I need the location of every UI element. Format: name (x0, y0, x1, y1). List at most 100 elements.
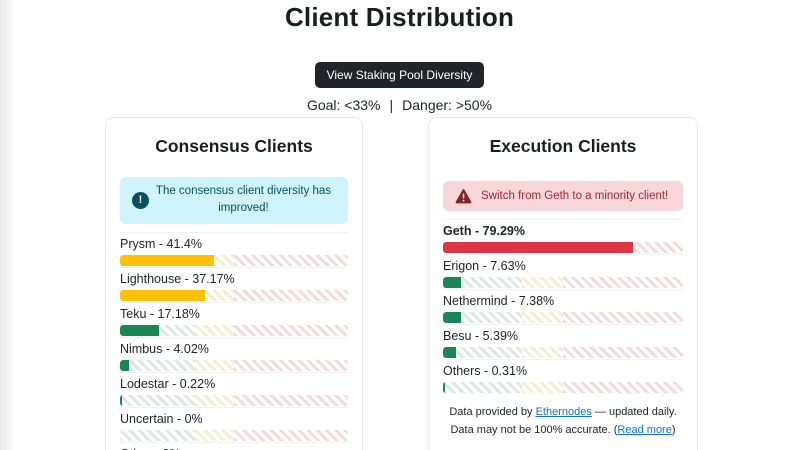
page-header: Client Distribution View Staking Pool Di… (0, 0, 799, 113)
client-progress-fill (443, 312, 461, 323)
client-row: Erigon - 7.63% (443, 254, 683, 289)
client-label: Nethermind - 7.38% (443, 294, 555, 308)
client-progress-bar (443, 242, 683, 253)
client-row: Nimbus - 4.02% (120, 336, 348, 372)
client-progress-bar (120, 359, 348, 371)
client-progress-fill (120, 394, 122, 406)
danger-text: Danger: >50% (402, 97, 493, 113)
danger-zone (234, 429, 348, 441)
client-progress-bar (443, 277, 683, 288)
goal-zone (120, 394, 196, 406)
client-label: Nimbus - 4.02% (120, 341, 209, 356)
ethernodes-link[interactable]: Ethernodes (535, 406, 592, 418)
goal-zone (443, 312, 523, 323)
page-title: Client Distribution (284, 2, 515, 32)
client-progress-bar (443, 347, 683, 358)
client-label: Prysm - 41.4% (120, 236, 202, 251)
client-label: Other - 0% (120, 447, 348, 450)
danger-zone (563, 347, 683, 358)
read-more-link[interactable]: Read more (617, 424, 672, 437)
data-source-note: Data provided by Ethernodes — updated da… (443, 403, 683, 439)
client-row: Lodestar - 0.22% (120, 371, 348, 407)
client-progress-bar (120, 394, 348, 406)
client-label: Geth - 79.29% (443, 224, 525, 238)
warning-zone (195, 359, 234, 371)
client-row: Geth - 79.29% (443, 219, 683, 254)
warning-zone (522, 277, 563, 288)
client-row: Prysm - 41.4% (120, 231, 348, 267)
goal-zone (120, 429, 196, 441)
client-progress-bar (120, 289, 348, 301)
warning-zone (195, 429, 234, 441)
danger-zone (563, 382, 683, 393)
goal-text: Goal: <33% (306, 97, 381, 113)
client-progress-fill (443, 347, 456, 358)
footer-line-1: Data provided by Ethernodes — updated da… (443, 403, 683, 421)
danger-zone (563, 312, 683, 323)
warning-zone (195, 254, 234, 266)
client-progress-fill (120, 254, 215, 266)
client-progress-bar (443, 312, 683, 323)
goal-zone (443, 382, 523, 393)
execution-clients-list: Geth - 79.29% Erigon - 7.63% Nethermind … (443, 219, 683, 394)
consensus-card-heading: Consensus Clients (155, 136, 313, 156)
client-label: Uncertain - 0% (120, 411, 203, 426)
client-label: Others - 0.31% (443, 364, 528, 378)
client-progress-fill (443, 242, 634, 253)
client-label: Lodestar - 0.22% (120, 376, 216, 391)
consensus-alert-text: The consensus client diversity has impro… (155, 185, 332, 215)
client-progress-bar (120, 324, 348, 336)
client-row: Nethermind - 7.38% (443, 289, 683, 324)
client-progress-fill (443, 277, 462, 288)
warning-triangle-icon (455, 188, 472, 203)
goal-danger-divider: | (389, 97, 394, 113)
footer-text: Data provided by (449, 406, 536, 418)
client-label: Erigon - 7.63% (443, 259, 526, 273)
danger-zone (234, 289, 348, 301)
client-row: Besu - 5.39% (443, 324, 683, 359)
client-progress-fill (120, 359, 130, 371)
goal-danger-line: Goal: <33% | Danger: >50% (0, 97, 799, 113)
client-label: Besu - 5.39% (443, 329, 519, 343)
warning-zone (522, 312, 563, 323)
consensus-clients-list: Prysm - 41.4% Lighthouse - 37.17% Teku -… (120, 231, 348, 450)
warning-zone (195, 324, 234, 336)
consensus-improved-alert: The consensus client diversity has impro… (120, 177, 348, 224)
client-progress-bar (120, 429, 348, 441)
client-row: Teku - 17.18% (120, 301, 348, 337)
info-circle-icon (132, 191, 149, 209)
danger-zone (563, 277, 683, 288)
execution-card-heading: Execution Clients (489, 136, 637, 156)
client-row: Lighthouse - 37.17% (120, 266, 348, 302)
goal-zone (443, 277, 523, 288)
danger-zone (234, 394, 348, 406)
danger-zone (234, 359, 348, 371)
client-label: Lighthouse - 37.17% (120, 271, 235, 286)
goal-zone (120, 359, 196, 371)
client-progress-bar (443, 382, 683, 393)
client-row: Others - 0.31% (443, 359, 683, 394)
client-progress-fill (120, 324, 160, 336)
footer-text: ) (671, 424, 676, 437)
geth-warning-alert: Switch from Geth to a minority client! (443, 181, 683, 211)
client-progress-fill (443, 382, 445, 393)
warning-zone (522, 347, 563, 358)
client-row: Other - 0% (120, 441, 348, 450)
danger-zone (234, 254, 348, 266)
view-staking-pool-diversity-button[interactable]: View Staking Pool Diversity (314, 62, 485, 88)
client-row: Uncertain - 0% (120, 406, 348, 442)
client-progress-bar (120, 254, 348, 266)
danger-zone (234, 324, 348, 336)
footer-text: Data may not be 100% accurate. ( (450, 424, 618, 437)
execution-alert-text: Switch from Geth to a minority client! (481, 190, 669, 202)
execution-clients-card: Execution Clients Switch from Geth to a … (428, 117, 698, 450)
footer-line-2: Data may not be 100% accurate. (Read mor… (443, 421, 683, 439)
goal-zone (443, 347, 523, 358)
warning-zone (195, 394, 234, 406)
client-label: Teku - 17.18% (120, 306, 200, 321)
consensus-clients-card: Consensus Clients The consensus client d… (105, 117, 363, 450)
footer-text: — updated daily. (591, 406, 677, 418)
warning-zone (522, 382, 563, 393)
client-progress-fill (120, 289, 205, 301)
